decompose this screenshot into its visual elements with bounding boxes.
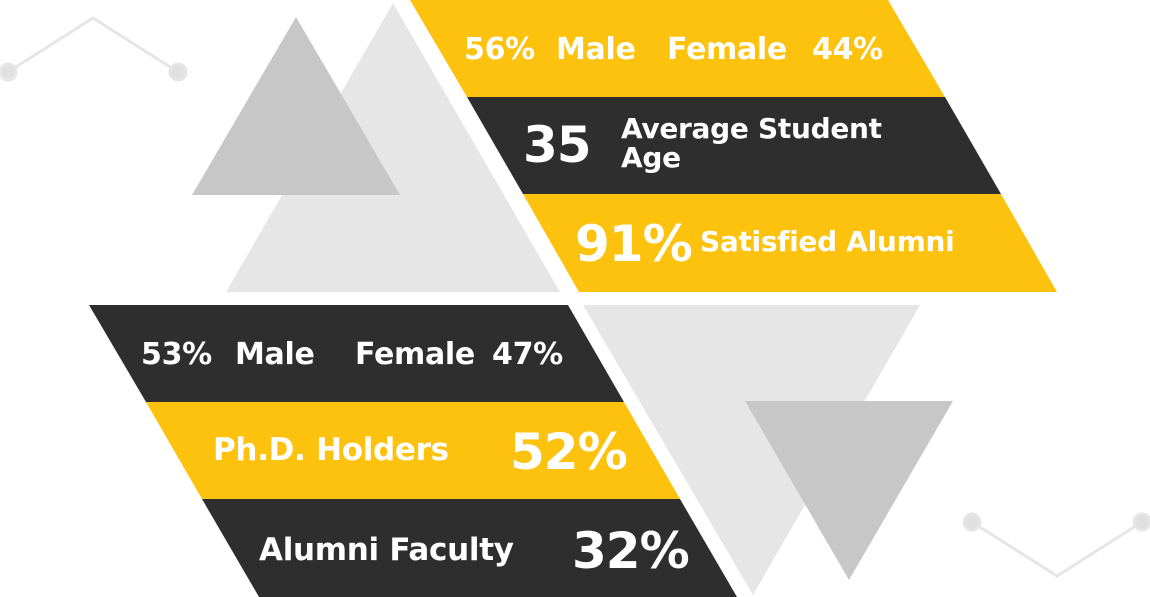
decor-dot [962, 512, 982, 532]
student-male-label: Male [556, 32, 636, 67]
student-age-label-line2: Age [621, 141, 681, 174]
decor-network-top-left [0, 16, 188, 82]
faculty-phd-label: Ph.D. Holders [213, 432, 449, 468]
triangle-mid-small-down [745, 401, 953, 580]
faculty-male-label: Male [235, 337, 315, 372]
student-alumni-value: 91% [575, 215, 693, 273]
triangle-light-large-up [226, 3, 560, 292]
faculty-female-label: Female [355, 337, 475, 372]
triangle-light-large-down [583, 305, 920, 595]
student-female-percent: 44% [812, 32, 883, 67]
band-faculty-alumni [202, 499, 737, 597]
student-male-percent: 56% [464, 32, 535, 67]
decor-dot [0, 62, 18, 82]
decor-dot [168, 62, 188, 82]
student-alumni-label: Satisfied Alumni [700, 225, 955, 258]
faculty-alumni-value: 32% [572, 522, 690, 580]
student-female-label: Female [667, 32, 787, 67]
band-faculty-gender [89, 305, 624, 402]
triangle-mid-small-up [192, 17, 400, 195]
band-student-age [467, 97, 1001, 194]
decor-network-bottom-right [962, 512, 1150, 578]
faculty-female-percent: 47% [492, 337, 563, 372]
band-student-gender [410, 0, 945, 97]
student-age-value: 35 [523, 116, 592, 174]
decor-dot [1132, 512, 1150, 532]
faculty-phd-value: 52% [510, 423, 628, 481]
student-age-label-line1: Average Student [621, 112, 882, 145]
band-student-alumni [523, 194, 1057, 292]
faculty-alumni-label: Alumni Faculty [259, 532, 514, 568]
faculty-male-percent: 53% [141, 337, 212, 372]
band-faculty-phd [146, 402, 680, 499]
